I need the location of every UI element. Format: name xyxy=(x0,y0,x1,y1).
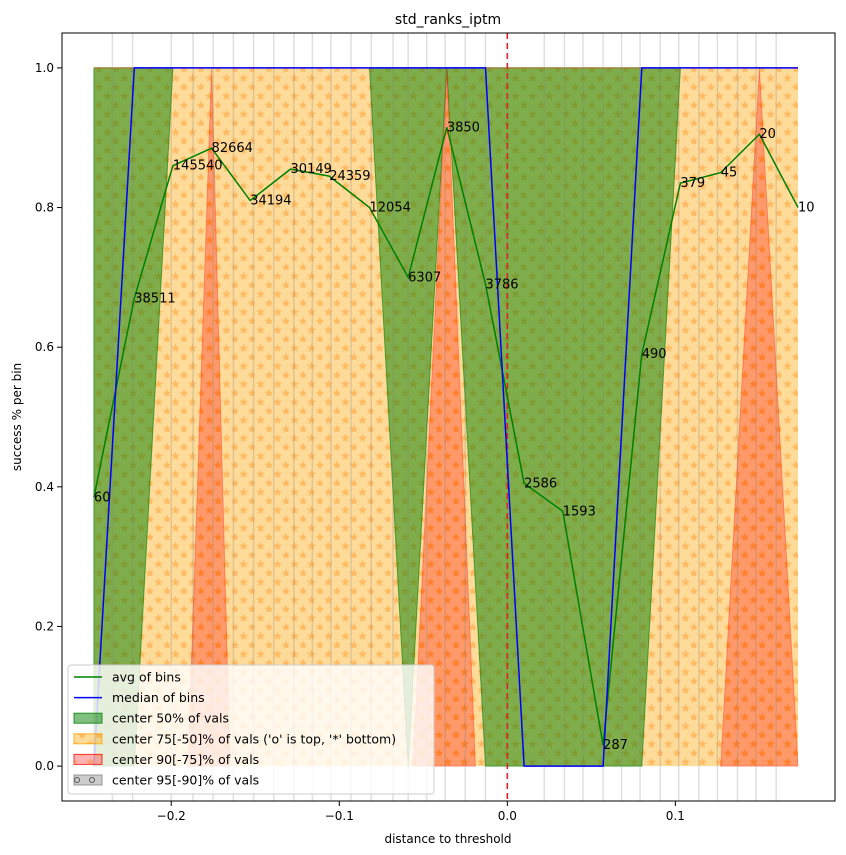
legend-label: median of bins xyxy=(112,690,205,705)
legend-label: center 75[-50]% of vals ('o' is top, '*'… xyxy=(112,731,396,746)
y-tick-label: 0.0 xyxy=(35,759,54,773)
legend-circle-mark xyxy=(89,777,95,783)
bin-count-label: 38511 xyxy=(134,291,175,306)
avg-line xyxy=(93,127,799,746)
y-tick-label: 0.8 xyxy=(35,201,54,215)
bin-count-label: 2586 xyxy=(524,476,557,491)
bin-count-label: 379 xyxy=(680,176,705,191)
bin-count-label: 82664 xyxy=(212,141,253,156)
bin-count-label: 34194 xyxy=(250,194,291,209)
bin-count-label: 45 xyxy=(721,166,738,181)
y-tick-label: 1.0 xyxy=(35,61,54,75)
legend-box xyxy=(67,664,435,795)
band-90-triangle-stars xyxy=(188,67,230,767)
chart-title: std_ranks_iptm xyxy=(395,12,501,28)
x-axis-label: distance to threshold xyxy=(384,832,511,846)
median-point xyxy=(797,67,799,69)
axes-frame xyxy=(61,32,836,802)
bin-count-label: 10 xyxy=(798,201,815,216)
median-point xyxy=(523,765,525,767)
bin-count-label: 20 xyxy=(759,127,776,142)
bin-count-label: 30149 xyxy=(291,162,332,177)
median-point xyxy=(602,765,604,767)
median-point xyxy=(641,67,643,69)
legend-circle-mark xyxy=(74,777,80,783)
legend-patch-swatch xyxy=(73,712,103,724)
x-tick-label: 0.0 xyxy=(498,809,517,823)
legend-label: center 90[-75]% of vals xyxy=(112,752,259,767)
y-axis-label: success % per bin xyxy=(10,363,24,471)
x-tick-label: −0.2 xyxy=(157,809,186,823)
band-90-triangle-stars xyxy=(720,67,798,767)
legend-label: center 95[-90]% of vals xyxy=(112,773,259,788)
x-tick-label: −0.1 xyxy=(325,809,354,823)
bin-count-label: 24359 xyxy=(329,169,370,184)
bin-count-label: 287 xyxy=(603,738,628,753)
bin-count-label: 60 xyxy=(94,490,111,505)
legend-patch-stars xyxy=(74,733,102,744)
median-line xyxy=(93,67,798,767)
legend-label: avg of bins xyxy=(112,670,181,685)
legend: avg of bins median of bins center 50% of v… xyxy=(67,664,435,795)
median-point xyxy=(484,67,486,69)
bin-count-label: 3850 xyxy=(447,120,480,135)
bin-count-label: 6307 xyxy=(408,270,441,285)
x-tick-label: 0.1 xyxy=(666,809,685,823)
legend-patch-stars xyxy=(74,754,102,765)
bin-count-label: 12054 xyxy=(370,201,411,216)
y-tick-label: 0.2 xyxy=(35,619,54,633)
legend-label: center 50% of vals xyxy=(112,711,229,726)
median-point xyxy=(133,67,135,69)
y-tick-label: 0.6 xyxy=(35,340,54,354)
band-90-triangle-stars xyxy=(413,67,476,767)
legend-patch-swatch xyxy=(73,774,103,786)
bin-count-label: 490 xyxy=(642,347,667,362)
bin-count-label: 3786 xyxy=(485,277,518,292)
bin-count-label: 1593 xyxy=(563,504,596,519)
y-tick-label: 0.4 xyxy=(35,480,54,494)
bin-count-label: 145540 xyxy=(173,159,223,174)
